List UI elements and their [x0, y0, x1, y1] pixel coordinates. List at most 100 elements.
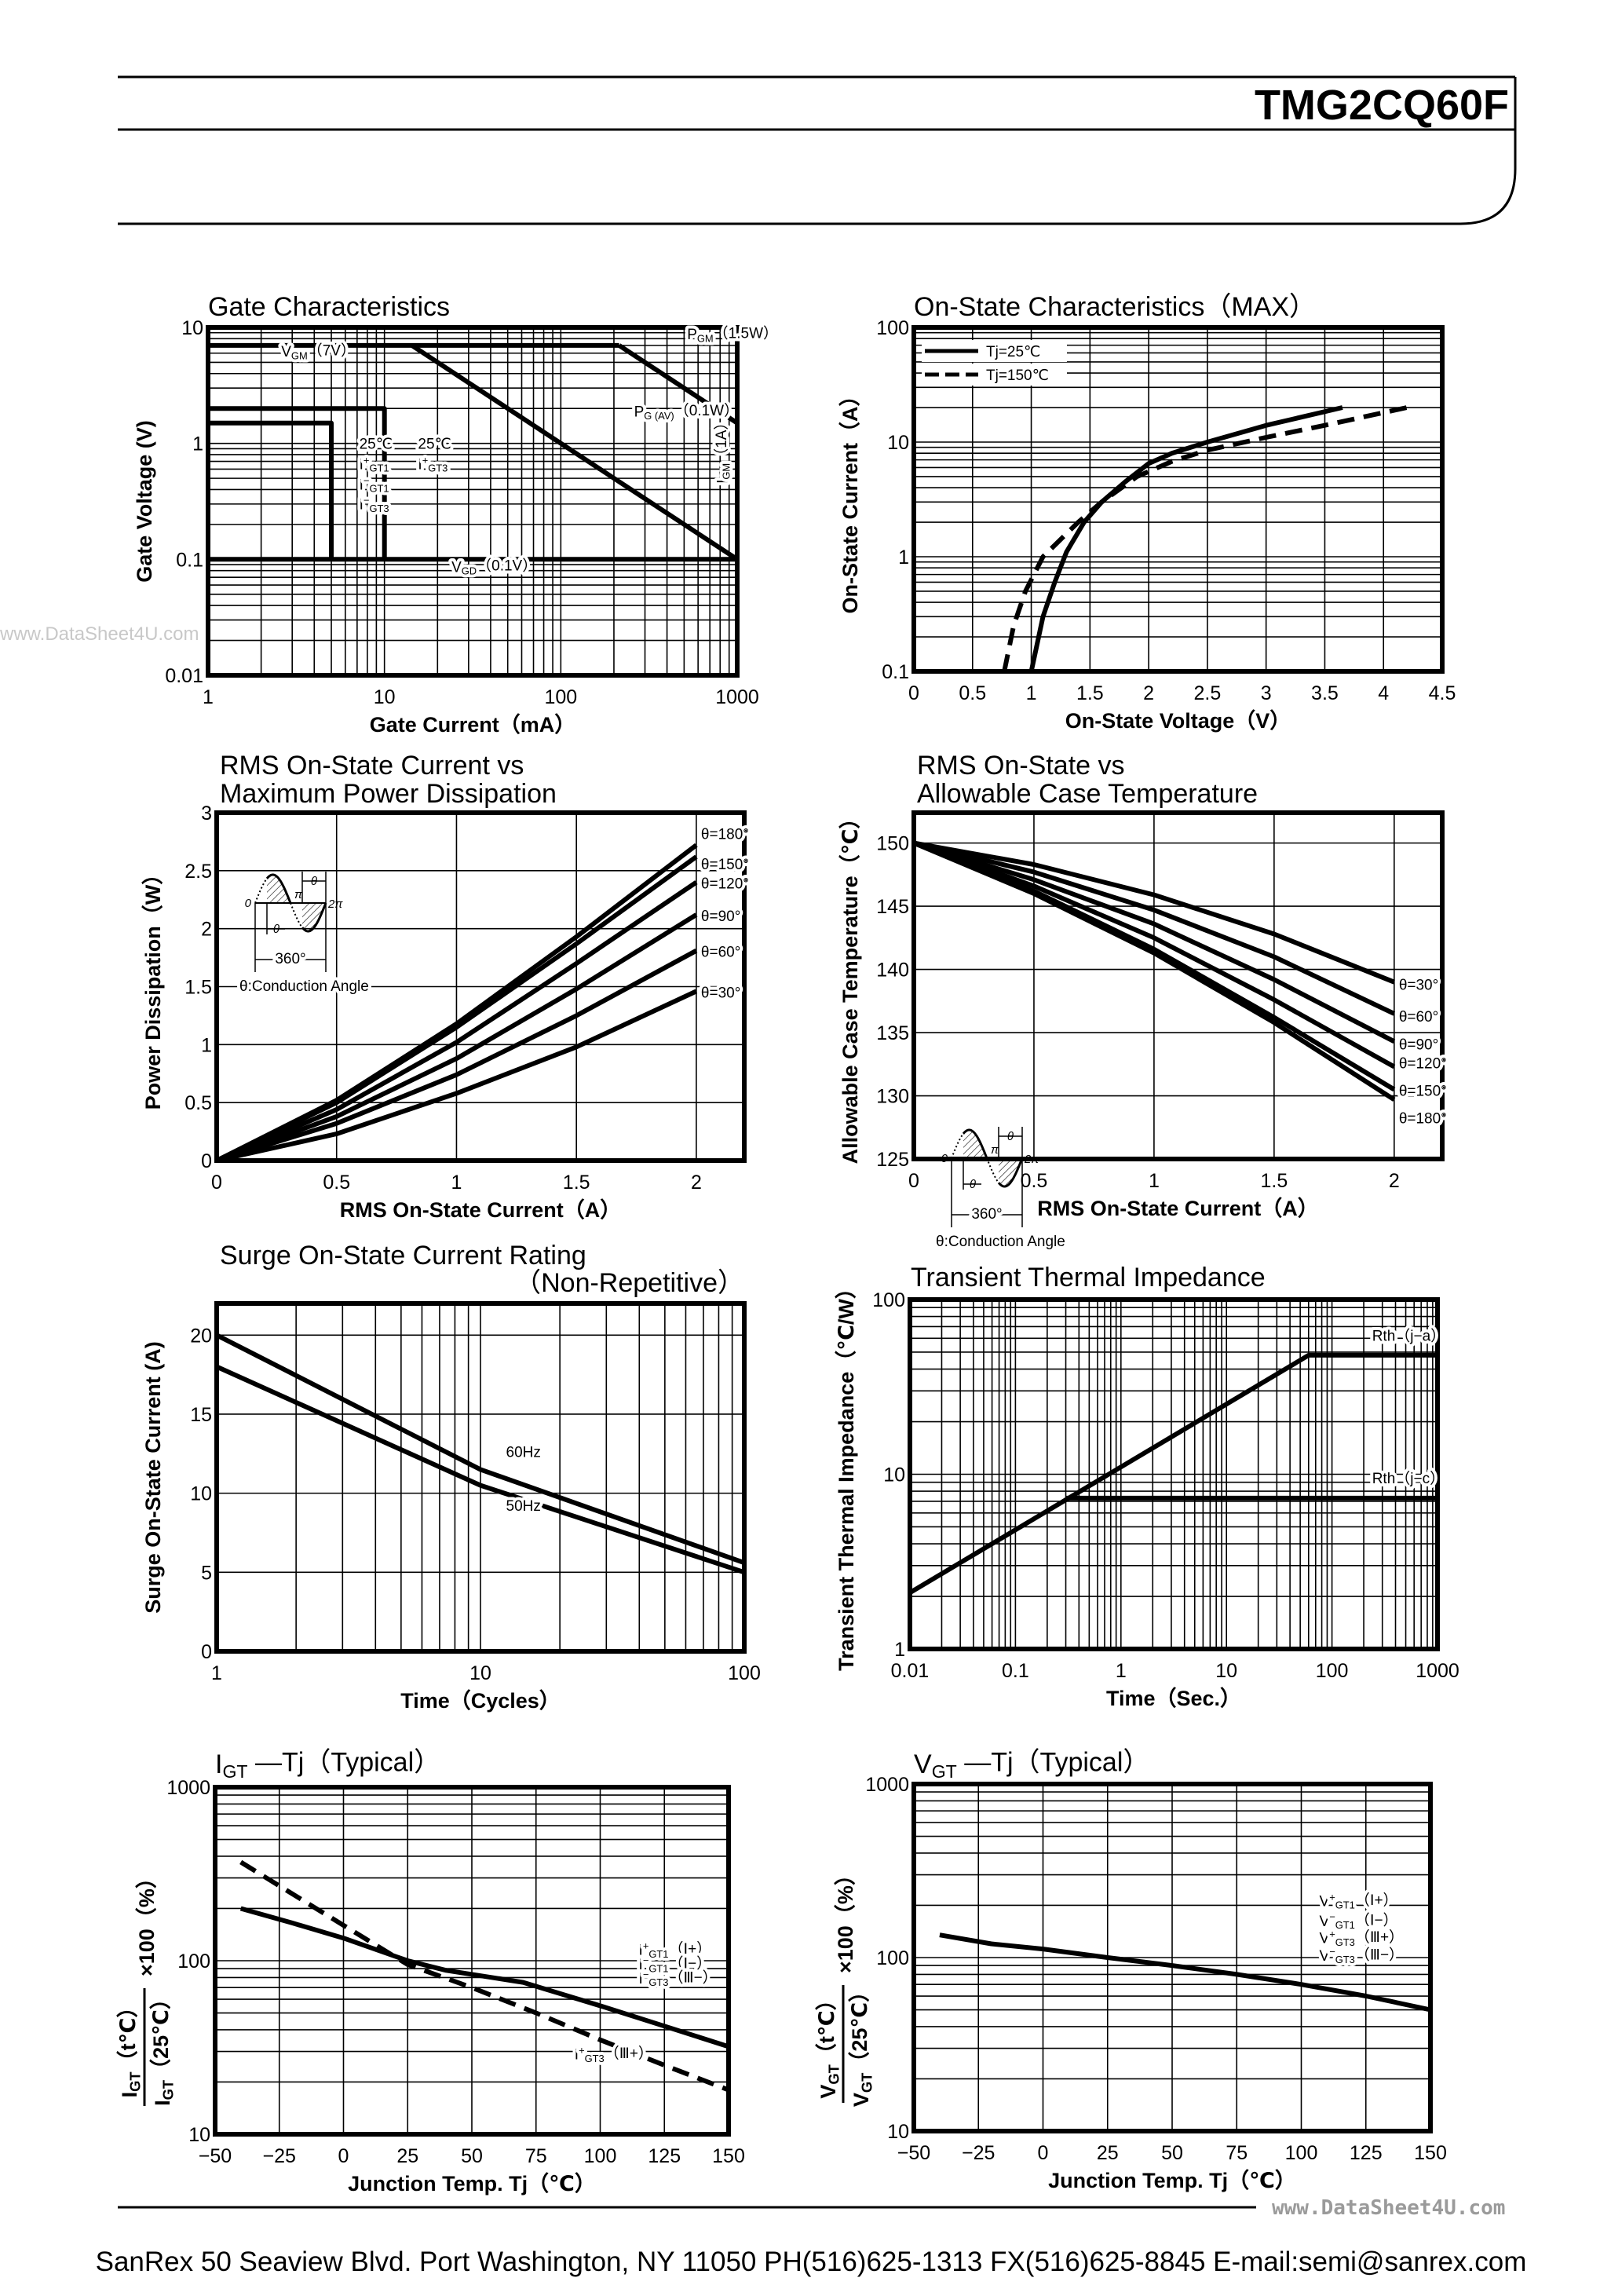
chart-title: Transient Thermal Impedance	[911, 1263, 1266, 1292]
annotation: I−GT3（Ⅲ−）	[639, 1969, 718, 1988]
series-group	[215, 843, 698, 1163]
series-label: θ=90°	[1399, 1036, 1438, 1053]
series-label: θ=150°	[701, 857, 749, 873]
x-tick-label: 50	[1161, 2142, 1183, 2164]
x-tick-label: 1000	[1416, 1660, 1459, 1682]
waveform-negative	[997, 1157, 1024, 1188]
plot-frame	[214, 1301, 747, 1654]
annotation: 25℃	[418, 436, 451, 452]
annotation-part: GM	[697, 332, 714, 344]
y-label-numerator-part: （t℃）	[815, 1989, 838, 2064]
y-tick-label: 130	[876, 1086, 909, 1108]
chart-title-part: Surge On-State Current Rating	[220, 1241, 586, 1270]
annotation: IGM（1A）	[713, 415, 732, 484]
series-line	[216, 989, 698, 1163]
chart-1: Gate Characteristics 1 10 100 1000 0.01 0.1 1 10…	[133, 292, 781, 737]
x-axis-label: Junction Temp. Tj（℃）	[348, 2172, 596, 2195]
chart-title-part: V	[914, 1749, 932, 1779]
x-tick-label: 100	[728, 1662, 761, 1684]
y-label-denominator: VGT（25℃）	[848, 1981, 875, 2107]
plot-frame	[213, 1785, 731, 2137]
x-tick-label: 4.5	[1429, 682, 1456, 704]
annotation-part: GD	[462, 565, 477, 576]
waveform-dotted	[986, 1157, 999, 1183]
annotation: I−GT1（Ⅰ−）	[639, 1954, 712, 1974]
series-line	[216, 949, 698, 1163]
legend: Tj=25℃ Tj=150℃	[922, 340, 1067, 386]
x-axis-label: RMS On-State Current（A）	[1037, 1197, 1319, 1220]
plot-frame	[911, 810, 1445, 1161]
x-tick-label: 100	[1285, 2142, 1318, 2164]
y-label-numerator-part: I	[118, 2092, 141, 2098]
y-tick-label: 0	[201, 1641, 212, 1663]
y-label-numerator-part: （t℃）	[116, 1997, 140, 2072]
y-label-denominator-part: （25℃）	[848, 1981, 871, 2073]
annotation-part: （1.5W）	[714, 325, 778, 342]
x-tick-label: −25	[962, 2142, 995, 2164]
header-frame	[118, 77, 1517, 225]
y-tick-label: 140	[876, 960, 909, 982]
series-label: θ=30°	[1399, 978, 1438, 994]
y-tick-label: 10	[887, 432, 909, 454]
y-label-denominator-part: GT	[859, 2072, 875, 2093]
inset-theta-label: θ	[1007, 1130, 1014, 1143]
chart-5: Surge On-State Current Rating（Non-Repeti…	[141, 1241, 761, 1713]
annotation-part: GT3	[648, 1976, 668, 1988]
series-line	[215, 912, 698, 1163]
footer-address: SanRex 50 Seaview Blvd. Port Washington,…	[96, 2247, 1527, 2277]
annotation-part: V	[1320, 1893, 1330, 1910]
x-axis-label: Time（Cycles）	[400, 1689, 561, 1713]
annotation-part: （Ⅲ+）	[1355, 1929, 1404, 1946]
series-line	[913, 840, 1396, 1044]
chart-title-part: GT	[932, 1761, 957, 1782]
x-tick-label: 0	[908, 682, 919, 704]
chart-title: VGT —Tj（Typical）	[914, 1747, 1149, 1782]
y-tick-label: 0.1	[176, 549, 203, 571]
annotation: V+GT1（Ⅰ+）	[1320, 1891, 1398, 1910]
series-line	[913, 840, 1396, 1016]
x-tick-label: 1.5	[1076, 682, 1104, 704]
y-tick-label: 125	[876, 1149, 909, 1171]
x-tick-label: 2	[691, 1172, 702, 1194]
annotation: PG (AV)（0.1W）	[634, 402, 740, 422]
x-tick-label: 2	[1143, 682, 1154, 704]
watermark: www.DataSheet4U.com	[0, 623, 199, 645]
y-label-denominator: IGT（25℃）	[149, 1988, 177, 2106]
y-tick-label: 100	[876, 1947, 909, 1969]
inset-period-label: 360°	[275, 951, 305, 967]
series-group	[215, 1333, 746, 1575]
annotation: Rth（j−c）	[1372, 1470, 1445, 1487]
chart-title-part: （Non-Repetitive）	[514, 1268, 744, 1298]
annotation-part: GT1	[369, 462, 389, 474]
annotation-part: G (AV)	[644, 410, 674, 422]
waveform-dotted	[254, 878, 268, 904]
series-label: θ=30°	[701, 985, 740, 1001]
chart-title-part: On-State Characteristics（MAX）	[914, 292, 1316, 322]
annotation: 50Hz	[506, 1498, 541, 1515]
x-tick-label: 3	[1261, 682, 1272, 704]
annotation-part: GT3	[1335, 1936, 1355, 1948]
annotation-part: GT1	[1335, 1899, 1355, 1911]
x-tick-label: 0.5	[323, 1172, 350, 1194]
annotation-part: V	[281, 344, 291, 360]
y-tick-label: 100	[177, 1951, 210, 1972]
annotation-part: GT1	[369, 483, 389, 495]
annotation-part: V	[1320, 1931, 1330, 1947]
series-line	[239, 1859, 730, 2093]
inset-theta-label: θ	[311, 875, 317, 888]
x-tick-label: 2.5	[1194, 682, 1222, 704]
annotation-part: （1A）	[713, 415, 730, 463]
annotation-part: −	[363, 474, 370, 486]
series-line	[208, 406, 387, 560]
chart-7: IGT —Tj（Typical）−50 −25 0 25 50 75 100 125 15010…	[116, 1747, 745, 2195]
positive-half-hatch	[267, 875, 290, 903]
x-tick-label: 0	[211, 1172, 222, 1194]
y-axis-label: VGT（t℃）VGT（25℃）×100（%）	[815, 1864, 875, 2107]
chart-title: IGT —Tj（Typical）	[215, 1747, 440, 1782]
x-tick-label: 25	[396, 2145, 418, 2167]
chart-2: On-State Characteristics（MAX） 0 0.5 1 1.5 2 2.…	[838, 292, 1456, 733]
series-line	[215, 1333, 746, 1566]
x-tick-label: 1	[203, 686, 214, 708]
y-axis-label: Surge On-State Current (A)	[141, 1341, 165, 1614]
